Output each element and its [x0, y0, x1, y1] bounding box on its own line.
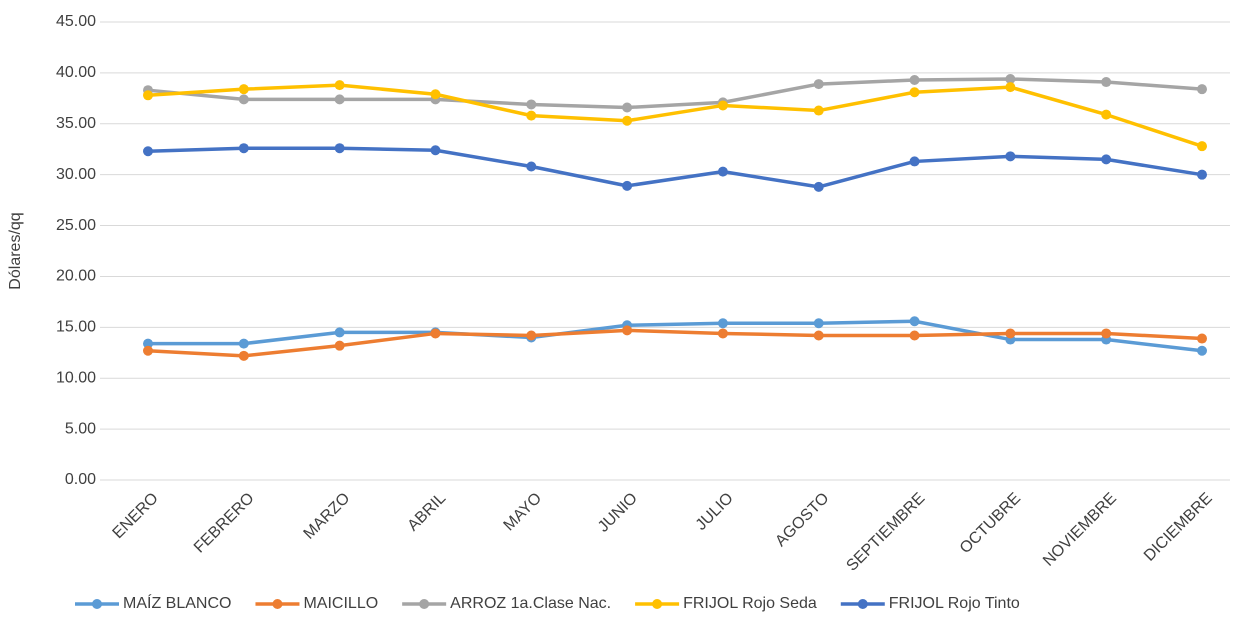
data-point: [622, 102, 633, 113]
x-tick-label: NOVIEMBRE: [1040, 490, 1120, 570]
data-point: [526, 161, 537, 172]
data-point: [909, 87, 920, 98]
data-point: [238, 143, 249, 154]
y-tick-label: 40.00: [56, 64, 96, 81]
series-line: [147, 146, 1203, 189]
legend-label: MAICILLO: [303, 595, 378, 612]
data-point: [1197, 141, 1207, 152]
data-point: [1197, 84, 1207, 95]
series-line: [147, 328, 1203, 358]
legend-marker: [857, 599, 868, 609]
data-point: [813, 79, 824, 90]
data-point: [526, 110, 537, 121]
data-point: [143, 146, 153, 157]
data-point: [909, 75, 920, 86]
x-tick-label: AGOSTO: [772, 490, 832, 550]
data-point: [813, 318, 824, 329]
x-tick-label: MAYO: [501, 490, 546, 535]
data-point: [238, 84, 249, 95]
y-tick-label: 25.00: [56, 217, 96, 234]
data-point: [717, 100, 728, 111]
x-tick-label: FEBRERO: [191, 490, 258, 557]
data-point: [622, 180, 633, 191]
data-point: [430, 89, 441, 100]
series-line: [147, 83, 1203, 148]
series-line: [147, 77, 1203, 110]
data-point: [1101, 109, 1112, 120]
legend-label: FRIJOL Rojo Seda: [683, 595, 817, 612]
x-tick-label: DICIEMBRE: [1141, 490, 1216, 565]
data-point: [1197, 169, 1207, 180]
data-point: [622, 115, 633, 126]
data-point: [1197, 333, 1207, 344]
x-tick-label: ENERO: [110, 490, 162, 542]
y-tick-label: 30.00: [56, 166, 96, 183]
x-tick-label: JUNIO: [595, 490, 641, 536]
x-tick-label: SEPTIEMBRE: [843, 490, 928, 575]
data-point: [717, 328, 728, 339]
data-point: [238, 94, 249, 105]
x-tick-label: JULIO: [693, 490, 737, 534]
series-line: [148, 319, 1203, 353]
y-tick-label: 35.00: [56, 115, 96, 132]
x-tick-label: MARZO: [301, 490, 354, 543]
data-point: [813, 105, 824, 116]
data-point: [430, 145, 441, 156]
legend-marker: [652, 599, 663, 609]
data-point: [430, 328, 441, 339]
data-point: [909, 316, 920, 327]
y-tick-label: 45.00: [56, 13, 96, 30]
legend-label: MAÍZ BLANCO: [123, 593, 231, 612]
y-tick-label: 10.00: [56, 369, 96, 386]
data-point: [143, 90, 153, 101]
data-point: [526, 330, 537, 341]
data-point: [334, 94, 345, 105]
data-point: [1005, 82, 1016, 93]
y-axis-label: Dólares/qq: [7, 212, 24, 289]
legend-label: FRIJOL Rojo Tinto: [889, 595, 1020, 612]
data-point: [526, 99, 537, 110]
data-point: [1101, 77, 1112, 88]
data-point: [1101, 154, 1112, 165]
data-point: [622, 325, 633, 336]
data-point: [813, 330, 824, 341]
data-point: [813, 181, 824, 192]
y-tick-label: 20.00: [56, 268, 96, 285]
data-point: [238, 338, 249, 349]
legend-marker: [272, 599, 283, 609]
data-point: [238, 350, 249, 361]
data-point: [334, 340, 345, 351]
data-point: [143, 345, 153, 356]
legend-marker: [419, 599, 430, 609]
data-point: [717, 318, 728, 329]
y-tick-label: 15.00: [56, 319, 96, 336]
data-point: [909, 330, 920, 341]
data-point: [143, 338, 153, 349]
data-point: [334, 80, 345, 91]
data-point: [334, 143, 345, 154]
y-tick-label: 0.00: [65, 471, 96, 488]
data-point: [1005, 328, 1016, 339]
data-point: [334, 327, 345, 338]
data-point: [1197, 345, 1207, 356]
data-point: [1005, 73, 1016, 84]
y-tick-label: 5.00: [65, 420, 96, 437]
data-point: [909, 156, 920, 167]
data-point: [1101, 328, 1112, 339]
x-tick-label: OCTUBRE: [957, 490, 1024, 557]
x-tick-label: ABRIL: [405, 490, 450, 535]
data-point: [1005, 151, 1016, 162]
data-point: [717, 166, 728, 177]
legend-marker: [92, 599, 102, 609]
legend-label: ARROZ 1a.Clase Nac.: [450, 595, 611, 612]
